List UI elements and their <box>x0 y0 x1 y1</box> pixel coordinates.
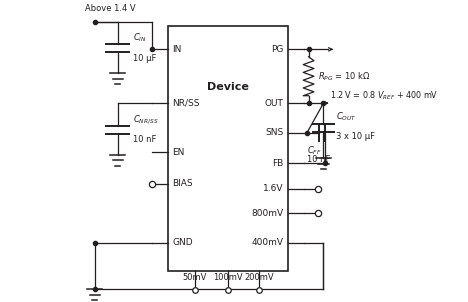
Text: 1.6V: 1.6V <box>263 184 284 193</box>
Text: $C_{IN}$: $C_{IN}$ <box>132 31 146 44</box>
Text: GND: GND <box>172 238 193 247</box>
Text: 10 nF: 10 nF <box>132 135 156 144</box>
Text: Above 1.4 V: Above 1.4 V <box>85 4 135 13</box>
Text: IN: IN <box>172 45 182 54</box>
Text: OUT: OUT <box>265 99 284 108</box>
Text: $C_{FF}$: $C_{FF}$ <box>307 144 322 157</box>
Text: EN: EN <box>172 148 184 157</box>
Text: FB: FB <box>272 159 284 168</box>
Text: BIAS: BIAS <box>172 179 193 188</box>
Text: NR/SS: NR/SS <box>172 99 200 108</box>
Text: 3 x 10 μF: 3 x 10 μF <box>336 132 375 141</box>
Bar <box>168 26 288 271</box>
Text: Device: Device <box>207 82 249 92</box>
Text: 1.2 V = 0.8 $V_{REF}$ + 400 mV: 1.2 V = 0.8 $V_{REF}$ + 400 mV <box>330 89 439 102</box>
Text: 10 μF: 10 μF <box>132 54 156 63</box>
Text: $C_{NR/SS}$: $C_{NR/SS}$ <box>132 113 158 126</box>
Text: 100mV: 100mV <box>213 273 243 282</box>
Text: SNS: SNS <box>265 128 284 137</box>
Text: 10 nF: 10 nF <box>307 155 330 164</box>
Text: 50mV: 50mV <box>183 273 207 282</box>
Text: 200mV: 200mV <box>244 273 274 282</box>
Text: PG: PG <box>271 45 284 54</box>
Text: 400mV: 400mV <box>252 238 284 247</box>
Text: 800mV: 800mV <box>252 209 284 218</box>
Text: $C_{OUT}$: $C_{OUT}$ <box>336 110 357 123</box>
Text: $R_{PG}$ = 10 kΩ: $R_{PG}$ = 10 kΩ <box>317 70 370 82</box>
